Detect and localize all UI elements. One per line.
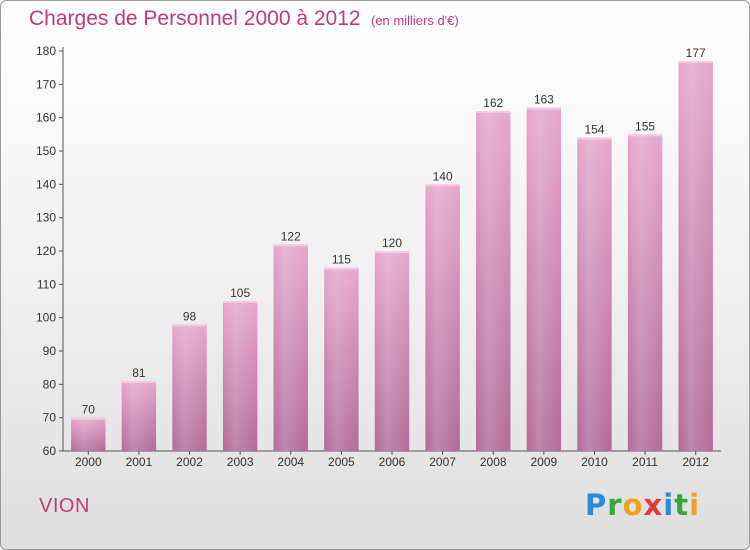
y-tick-label: 160 — [36, 111, 56, 125]
data-label: 163 — [534, 93, 554, 107]
bar-highlight — [476, 111, 511, 451]
logo-letter: i — [689, 488, 701, 522]
bar-highlight — [222, 301, 258, 451]
bar-top-edge — [71, 417, 106, 420]
bar-highlight — [71, 417, 106, 451]
data-label: 105 — [230, 286, 250, 300]
bar-top-edge — [222, 301, 258, 303]
y-tick-label: 170 — [36, 77, 56, 91]
data-label: 120 — [382, 236, 402, 250]
bar-highlight — [526, 107, 562, 452]
y-tick-label: 60 — [43, 444, 57, 458]
bar-top-edge — [526, 107, 562, 110]
x-tick-label: 2008 — [480, 455, 507, 469]
logo-letter: o — [622, 488, 644, 522]
bar-2008 — [476, 111, 511, 451]
chart-bars — [71, 61, 713, 452]
x-tick-label: 2002 — [176, 455, 203, 469]
bar-2002 — [172, 324, 207, 451]
bar-highlight — [324, 267, 359, 451]
y-tick-label: 180 — [36, 44, 56, 58]
bar-highlight — [577, 137, 612, 451]
bar-highlight — [374, 251, 410, 451]
y-tick-label: 90 — [43, 344, 57, 358]
bar-top-edge — [627, 134, 663, 137]
data-label: 81 — [132, 366, 146, 380]
bar-top-edge — [476, 111, 511, 113]
x-tick-label: 2011 — [632, 455, 658, 469]
x-tick-label: 2010 — [581, 455, 608, 469]
x-tick-label: 2007 — [429, 455, 456, 469]
bar-top-edge — [121, 381, 157, 383]
bar-2003 — [222, 301, 258, 451]
y-tick-label: 130 — [36, 211, 56, 225]
y-tick-label: 80 — [43, 377, 57, 391]
x-tick-label: 2012 — [682, 455, 709, 469]
data-label: 70 — [82, 403, 96, 417]
bar-highlight — [678, 61, 713, 451]
bar-top-edge — [374, 251, 410, 253]
bar-2010 — [577, 137, 612, 451]
y-tick-label: 140 — [36, 177, 56, 191]
bar-highlight — [172, 324, 207, 451]
y-tick-label: 110 — [37, 277, 56, 291]
y-tick-label: 150 — [36, 144, 56, 158]
x-tick-label: 2003 — [227, 455, 254, 469]
bar-top-edge — [172, 324, 207, 327]
logo-letter: r — [607, 488, 623, 522]
data-label: 155 — [635, 119, 655, 133]
bar-top-edge — [678, 61, 713, 63]
x-tick-label: 2005 — [328, 455, 355, 469]
bar-2007 — [425, 184, 460, 452]
bar-highlight — [273, 244, 308, 451]
data-label: 154 — [584, 123, 604, 137]
bar-2005 — [324, 267, 359, 451]
bar-2001 — [121, 381, 157, 451]
x-tick-label: 2001 — [126, 455, 153, 469]
bar-2004 — [273, 244, 308, 451]
x-tick-label: 2009 — [530, 455, 557, 469]
logo-letter: x — [643, 488, 664, 522]
bar-2009 — [526, 107, 562, 452]
bar-2011 — [627, 134, 663, 452]
logo-letter: P — [585, 488, 608, 522]
data-label: 98 — [183, 309, 197, 323]
x-tick-label: 2004 — [277, 455, 304, 469]
x-tick-label: 2006 — [379, 455, 406, 469]
chart-title: Charges de Personnel 2000 à 2012 — [29, 7, 361, 30]
data-label: 115 — [332, 253, 351, 267]
bar-2000 — [71, 417, 106, 451]
logo-letter: t — [674, 488, 690, 522]
bar-top-edge — [425, 184, 460, 187]
data-label: 177 — [686, 46, 706, 60]
y-tick-label: 70 — [43, 411, 57, 425]
chart-labels: 70 81 98 105 122 115 120 140 162 163 154 155 177 — [82, 46, 706, 417]
bar-2012 — [678, 61, 713, 451]
bar-top-edge — [577, 137, 612, 140]
chart-subtitle: (en milliers d'€) — [371, 13, 459, 28]
town-name: VION — [39, 495, 90, 517]
y-tick-label: 120 — [36, 244, 56, 258]
bar-highlight — [627, 134, 663, 452]
y-tick-label: 100 — [36, 311, 56, 325]
bar-top-edge — [273, 244, 308, 247]
data-label: 162 — [483, 96, 503, 110]
bar-2006 — [374, 251, 410, 451]
bar-highlight — [121, 381, 157, 451]
proxiti-logo: Proxiti — [585, 488, 700, 522]
logo-letter: i — [663, 488, 675, 522]
bar-top-edge — [324, 267, 359, 270]
data-label: 140 — [433, 169, 453, 183]
data-label: 122 — [281, 229, 301, 243]
bar-highlight — [425, 184, 460, 452]
x-tick-label: 2000 — [75, 455, 102, 469]
